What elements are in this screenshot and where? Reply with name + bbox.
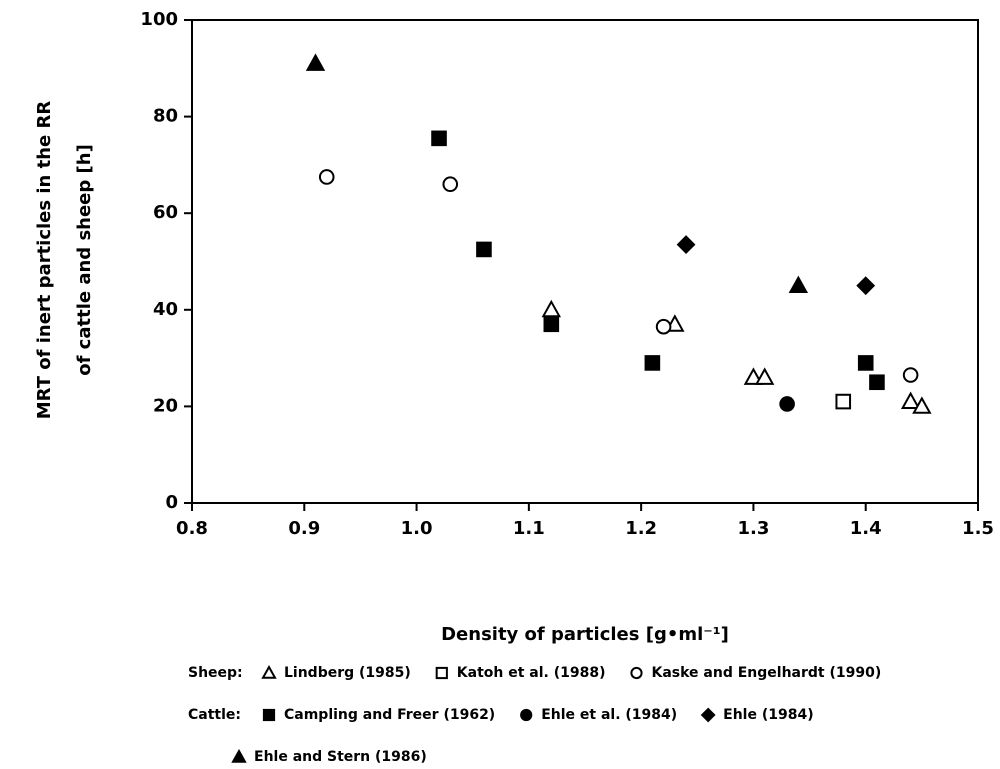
point (869, 374, 885, 391)
point (835, 393, 852, 410)
legend-label: Katoh et al. (1988) (457, 665, 606, 681)
y-tick-label: 20 (153, 395, 178, 416)
point (543, 316, 560, 333)
y-tick-label: 100 (140, 9, 178, 30)
y-axis-label: of cattle and sheep [h] (74, 144, 95, 376)
point (644, 355, 661, 371)
point (912, 396, 932, 414)
point (743, 367, 764, 385)
y-tick-label: 60 (153, 202, 178, 223)
legend-label: Campling and Freer (1962) (284, 707, 495, 723)
x-tick-label: 0.9 (288, 518, 320, 539)
legend-group-label: Cattle: (188, 707, 241, 723)
x-tick-label: 1.5 (962, 518, 994, 539)
y-tick-label: 40 (153, 299, 178, 320)
point (442, 176, 459, 193)
point (318, 169, 335, 185)
y-axis-label: MRT of inert particles in the RR (34, 101, 55, 420)
legend-marker (630, 666, 643, 680)
legend-marker (700, 707, 716, 723)
point (676, 235, 696, 255)
legend-label: Lindberg (1985) (284, 665, 411, 681)
legend-marker (262, 708, 276, 722)
legend-label: Ehle et al. (1984) (541, 707, 677, 723)
x-tick-label: 1.2 (625, 518, 657, 539)
point (476, 241, 492, 258)
point (541, 299, 562, 318)
x-tick-label: 1.3 (737, 518, 769, 539)
legend-label: Kaske and Engelhardt (1990) (651, 665, 881, 681)
legend-group-label: Sheep: (188, 665, 243, 681)
point (900, 391, 921, 409)
plot-frame (191, 19, 979, 504)
point (788, 275, 809, 294)
point (856, 276, 876, 296)
x-tick-label: 1.4 (850, 518, 882, 539)
point (857, 355, 874, 371)
x-tick-label: 1.1 (513, 518, 545, 539)
legend-label: Ehle (1984) (723, 707, 813, 723)
legend-marker (435, 666, 448, 680)
y-tick-label: 80 (153, 106, 178, 127)
y-tick-label: 0 (165, 492, 178, 513)
point (305, 53, 326, 71)
legend-marker (231, 748, 247, 763)
legend-label: Ehle and Stern (1986) (254, 749, 427, 765)
point (902, 367, 919, 383)
x-axis-label: Density of particles [g•ml⁻¹] (441, 624, 729, 645)
x-tick-label: 1.0 (401, 518, 433, 539)
x-tick-label: 0.8 (176, 518, 208, 539)
point (655, 318, 672, 335)
point (431, 130, 447, 147)
legend-marker (520, 708, 533, 722)
legend-marker (261, 664, 277, 679)
point (754, 367, 775, 385)
point (779, 396, 795, 412)
